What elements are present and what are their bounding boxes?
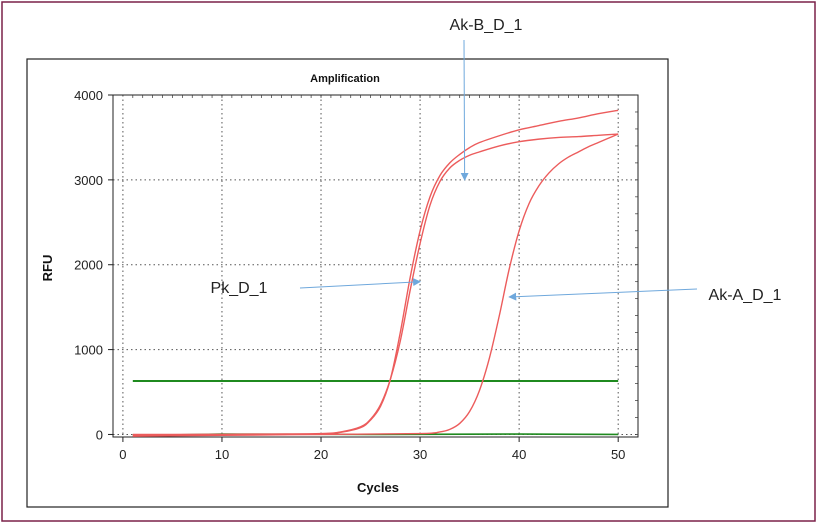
annotation-label: Ak-B_D_1	[450, 17, 523, 34]
annotation-arrow	[460, 39, 469, 181]
x-axis-label: Cycles	[357, 480, 399, 495]
series-line-ak-a_d_1	[132, 133, 619, 437]
annotation-arrow	[508, 288, 698, 301]
x-tick-label: 50	[611, 447, 625, 462]
y-tick-label: 0	[96, 427, 103, 442]
y-axis-label: RFU	[40, 255, 55, 282]
chart-title: Amplification	[310, 73, 380, 85]
annotation-label: Pk_D_1	[211, 280, 268, 297]
annotation-arrow	[299, 278, 422, 289]
y-tick-label: 1000	[74, 343, 103, 358]
annotations: Ak-B_D_1 Pk_D_1 Ak-A_D_1	[211, 17, 782, 304]
plot-area	[112, 94, 639, 438]
x-tick-label: 30	[413, 447, 427, 462]
x-tick-label: 10	[215, 447, 229, 462]
x-tick-label: 20	[314, 447, 328, 462]
y-tick-label: 3000	[74, 173, 103, 188]
y-tick-label: 2000	[74, 258, 103, 273]
x-tick-label: 40	[512, 447, 526, 462]
y-tick-label: 4000	[74, 88, 103, 103]
series-lines	[132, 109, 619, 437]
annotation-label: Ak-A_D_1	[709, 287, 782, 304]
axis-ticks: 0 10 20 30 40 50 0 1000 2000 3000 4000	[74, 88, 638, 462]
x-tick-label: 0	[119, 447, 126, 462]
chart-box	[26, 58, 669, 508]
